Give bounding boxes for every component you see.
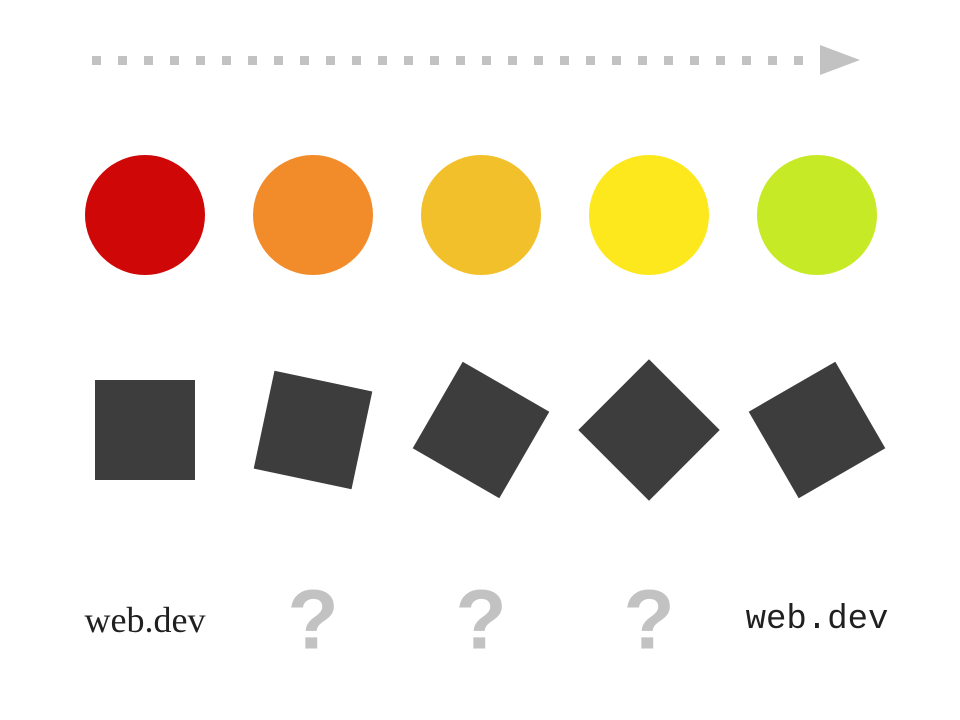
- timeline-dot: [664, 56, 673, 65]
- timeline-dot: [248, 56, 257, 65]
- timeline-dot: [300, 56, 309, 65]
- label-start: web.dev: [85, 599, 206, 641]
- rotating-square: [767, 380, 867, 480]
- timeline-dot: [690, 56, 699, 65]
- timeline-dot: [352, 56, 361, 65]
- timeline-dot: [196, 56, 205, 65]
- timeline-dot: [430, 56, 439, 65]
- timeline-dot: [586, 56, 595, 65]
- timeline-dot: [404, 56, 413, 65]
- gradient-circle: [757, 155, 877, 275]
- timeline-dot: [326, 56, 335, 65]
- timeline-dot: [170, 56, 179, 65]
- gradient-circle: [421, 155, 541, 275]
- timeline-dot: [716, 56, 725, 65]
- gradient-circle: [589, 155, 709, 275]
- timeline-dot: [274, 56, 283, 65]
- gradient-circle: [253, 155, 373, 275]
- timeline-dot: [482, 56, 491, 65]
- timeline-dot: [456, 56, 465, 65]
- timeline-arrowhead-icon: [820, 45, 860, 75]
- rotating-square: [599, 380, 699, 480]
- timeline-dot: [638, 56, 647, 65]
- timeline-dot: [794, 56, 803, 65]
- diagram-stage: web.dev??? web.dev: [0, 0, 960, 720]
- label-end: web.dev: [746, 601, 889, 639]
- timeline-dot: [508, 56, 517, 65]
- question-mark: ?: [287, 572, 338, 669]
- gradient-circle: [85, 155, 205, 275]
- rotating-square: [263, 380, 363, 480]
- timeline-dot: [118, 56, 127, 65]
- timeline-dot: [222, 56, 231, 65]
- timeline-dot: [534, 56, 543, 65]
- timeline-dot: [612, 56, 621, 65]
- question-mark: ?: [455, 572, 506, 669]
- rotating-square: [95, 380, 195, 480]
- timeline-dot: [560, 56, 569, 65]
- timeline-dot: [378, 56, 387, 65]
- timeline-dot: [92, 56, 101, 65]
- timeline-dot: [768, 56, 777, 65]
- question-mark: ?: [623, 572, 674, 669]
- timeline-dot: [742, 56, 751, 65]
- rotating-square: [431, 380, 531, 480]
- timeline-dot: [144, 56, 153, 65]
